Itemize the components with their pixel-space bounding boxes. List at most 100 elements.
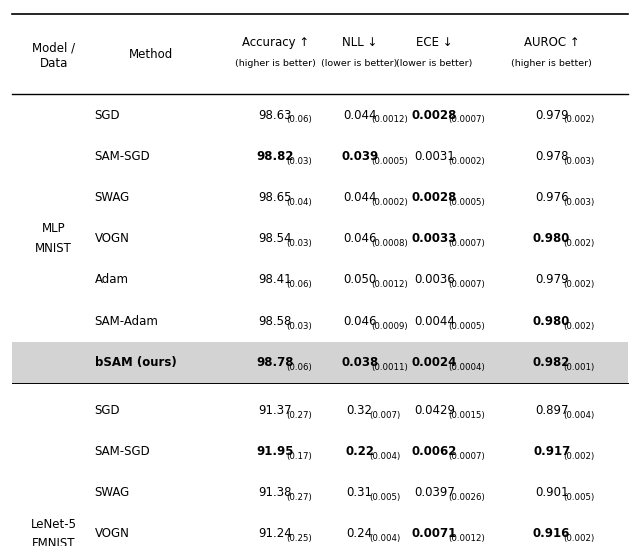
Text: 0.0028: 0.0028 bbox=[412, 191, 457, 204]
Text: VOGN: VOGN bbox=[95, 232, 129, 245]
Text: (lower is better): (lower is better) bbox=[396, 60, 473, 68]
Text: (0.0002): (0.0002) bbox=[449, 157, 485, 165]
Text: LeNet-5: LeNet-5 bbox=[31, 518, 77, 531]
Text: (0.0007): (0.0007) bbox=[449, 281, 485, 289]
Text: Accuracy ↑: Accuracy ↑ bbox=[241, 35, 309, 49]
Text: (0.06): (0.06) bbox=[287, 281, 312, 289]
Text: (higher is better): (higher is better) bbox=[235, 60, 316, 68]
Text: Method: Method bbox=[129, 48, 173, 61]
Text: 0.980: 0.980 bbox=[533, 314, 570, 328]
Text: (0.004): (0.004) bbox=[563, 411, 595, 419]
Text: 0.0036: 0.0036 bbox=[414, 274, 455, 287]
Text: (0.002): (0.002) bbox=[563, 452, 595, 461]
Text: 98.58: 98.58 bbox=[259, 314, 292, 328]
Text: (0.0007): (0.0007) bbox=[449, 239, 485, 248]
Text: 0.039: 0.039 bbox=[341, 150, 378, 163]
Text: MLP: MLP bbox=[42, 222, 65, 235]
Text: 98.54: 98.54 bbox=[259, 232, 292, 245]
Text: 0.0033: 0.0033 bbox=[412, 232, 457, 245]
Text: (0.004): (0.004) bbox=[369, 535, 400, 543]
Text: (0.002): (0.002) bbox=[563, 281, 595, 289]
Text: (0.27): (0.27) bbox=[287, 493, 312, 502]
Text: (0.005): (0.005) bbox=[563, 493, 595, 502]
Text: Data: Data bbox=[40, 57, 68, 70]
Text: 98.82: 98.82 bbox=[257, 150, 294, 163]
Text: 98.78: 98.78 bbox=[257, 356, 294, 369]
Text: (0.0012): (0.0012) bbox=[371, 281, 408, 289]
Text: 0.901: 0.901 bbox=[535, 486, 568, 499]
Text: 0.976: 0.976 bbox=[535, 191, 568, 204]
Text: (0.0004): (0.0004) bbox=[449, 363, 485, 372]
Text: 0.0044: 0.0044 bbox=[414, 314, 455, 328]
Text: 0.917: 0.917 bbox=[533, 445, 570, 458]
Text: 0.979: 0.979 bbox=[535, 274, 568, 287]
Text: Adam: Adam bbox=[95, 274, 129, 287]
Text: 0.038: 0.038 bbox=[341, 356, 378, 369]
Text: 0.050: 0.050 bbox=[343, 274, 376, 287]
Text: MNIST: MNIST bbox=[35, 242, 72, 255]
Text: ECE ↓: ECE ↓ bbox=[416, 35, 453, 49]
Text: 0.0024: 0.0024 bbox=[412, 356, 457, 369]
Text: 0.046: 0.046 bbox=[343, 314, 376, 328]
Text: 0.897: 0.897 bbox=[535, 403, 568, 417]
Text: (0.002): (0.002) bbox=[563, 116, 595, 124]
Text: (0.25): (0.25) bbox=[287, 535, 312, 543]
Text: (0.0005): (0.0005) bbox=[449, 322, 485, 330]
Text: (0.0012): (0.0012) bbox=[449, 535, 485, 543]
Text: 91.38: 91.38 bbox=[259, 486, 292, 499]
Text: (0.002): (0.002) bbox=[563, 322, 595, 330]
Text: (0.0005): (0.0005) bbox=[449, 198, 485, 207]
Text: 98.65: 98.65 bbox=[259, 191, 292, 204]
Text: 0.0031: 0.0031 bbox=[414, 150, 455, 163]
Text: (0.0007): (0.0007) bbox=[449, 452, 485, 461]
Text: (0.002): (0.002) bbox=[563, 535, 595, 543]
Text: (0.003): (0.003) bbox=[563, 157, 595, 165]
Text: (0.0002): (0.0002) bbox=[371, 198, 408, 207]
Text: 0.31: 0.31 bbox=[347, 486, 372, 499]
Text: Model /: Model / bbox=[32, 41, 76, 54]
Text: SWAG: SWAG bbox=[95, 191, 130, 204]
Text: 0.980: 0.980 bbox=[533, 232, 570, 245]
Text: (0.03): (0.03) bbox=[287, 239, 312, 248]
Text: VOGN: VOGN bbox=[95, 527, 129, 541]
Text: 0.044: 0.044 bbox=[343, 191, 376, 204]
Text: (0.17): (0.17) bbox=[287, 452, 312, 461]
Text: 0.0397: 0.0397 bbox=[414, 486, 455, 499]
Text: (0.0007): (0.0007) bbox=[449, 116, 485, 124]
Text: 0.979: 0.979 bbox=[535, 109, 568, 122]
Text: (0.04): (0.04) bbox=[287, 198, 312, 207]
Text: AUROC ↑: AUROC ↑ bbox=[524, 35, 580, 49]
Text: (0.007): (0.007) bbox=[369, 411, 400, 419]
Text: (0.0026): (0.0026) bbox=[449, 493, 485, 502]
Text: 0.32: 0.32 bbox=[347, 403, 372, 417]
Text: 98.63: 98.63 bbox=[259, 109, 292, 122]
Text: 0.978: 0.978 bbox=[535, 150, 568, 163]
Text: (0.001): (0.001) bbox=[563, 363, 595, 372]
Text: (0.0005): (0.0005) bbox=[371, 157, 408, 165]
Text: 0.916: 0.916 bbox=[533, 527, 570, 541]
Text: (0.002): (0.002) bbox=[563, 239, 595, 248]
Text: (0.0009): (0.0009) bbox=[371, 322, 408, 330]
Text: (0.0008): (0.0008) bbox=[371, 239, 408, 248]
Text: 91.24: 91.24 bbox=[259, 527, 292, 541]
Text: SGD: SGD bbox=[95, 403, 120, 417]
Text: 0.24: 0.24 bbox=[347, 527, 372, 541]
Text: NLL ↓: NLL ↓ bbox=[342, 35, 378, 49]
Text: (0.27): (0.27) bbox=[287, 411, 312, 419]
Text: SAM-SGD: SAM-SGD bbox=[95, 150, 150, 163]
Text: (0.06): (0.06) bbox=[287, 363, 312, 372]
Text: 0.0071: 0.0071 bbox=[412, 527, 457, 541]
Text: (0.005): (0.005) bbox=[369, 493, 400, 502]
Text: (0.03): (0.03) bbox=[287, 157, 312, 165]
Text: 0.22: 0.22 bbox=[345, 445, 374, 458]
Text: (0.003): (0.003) bbox=[563, 198, 595, 207]
Text: 91.95: 91.95 bbox=[257, 445, 294, 458]
Text: (0.06): (0.06) bbox=[287, 116, 312, 124]
Text: (0.03): (0.03) bbox=[287, 322, 312, 330]
Text: FMNIST: FMNIST bbox=[32, 537, 76, 546]
Text: (0.0011): (0.0011) bbox=[371, 363, 408, 372]
Text: SGD: SGD bbox=[95, 109, 120, 122]
Text: 0.0429: 0.0429 bbox=[414, 403, 455, 417]
Text: 0.0028: 0.0028 bbox=[412, 109, 457, 122]
Text: 0.982: 0.982 bbox=[533, 356, 570, 369]
